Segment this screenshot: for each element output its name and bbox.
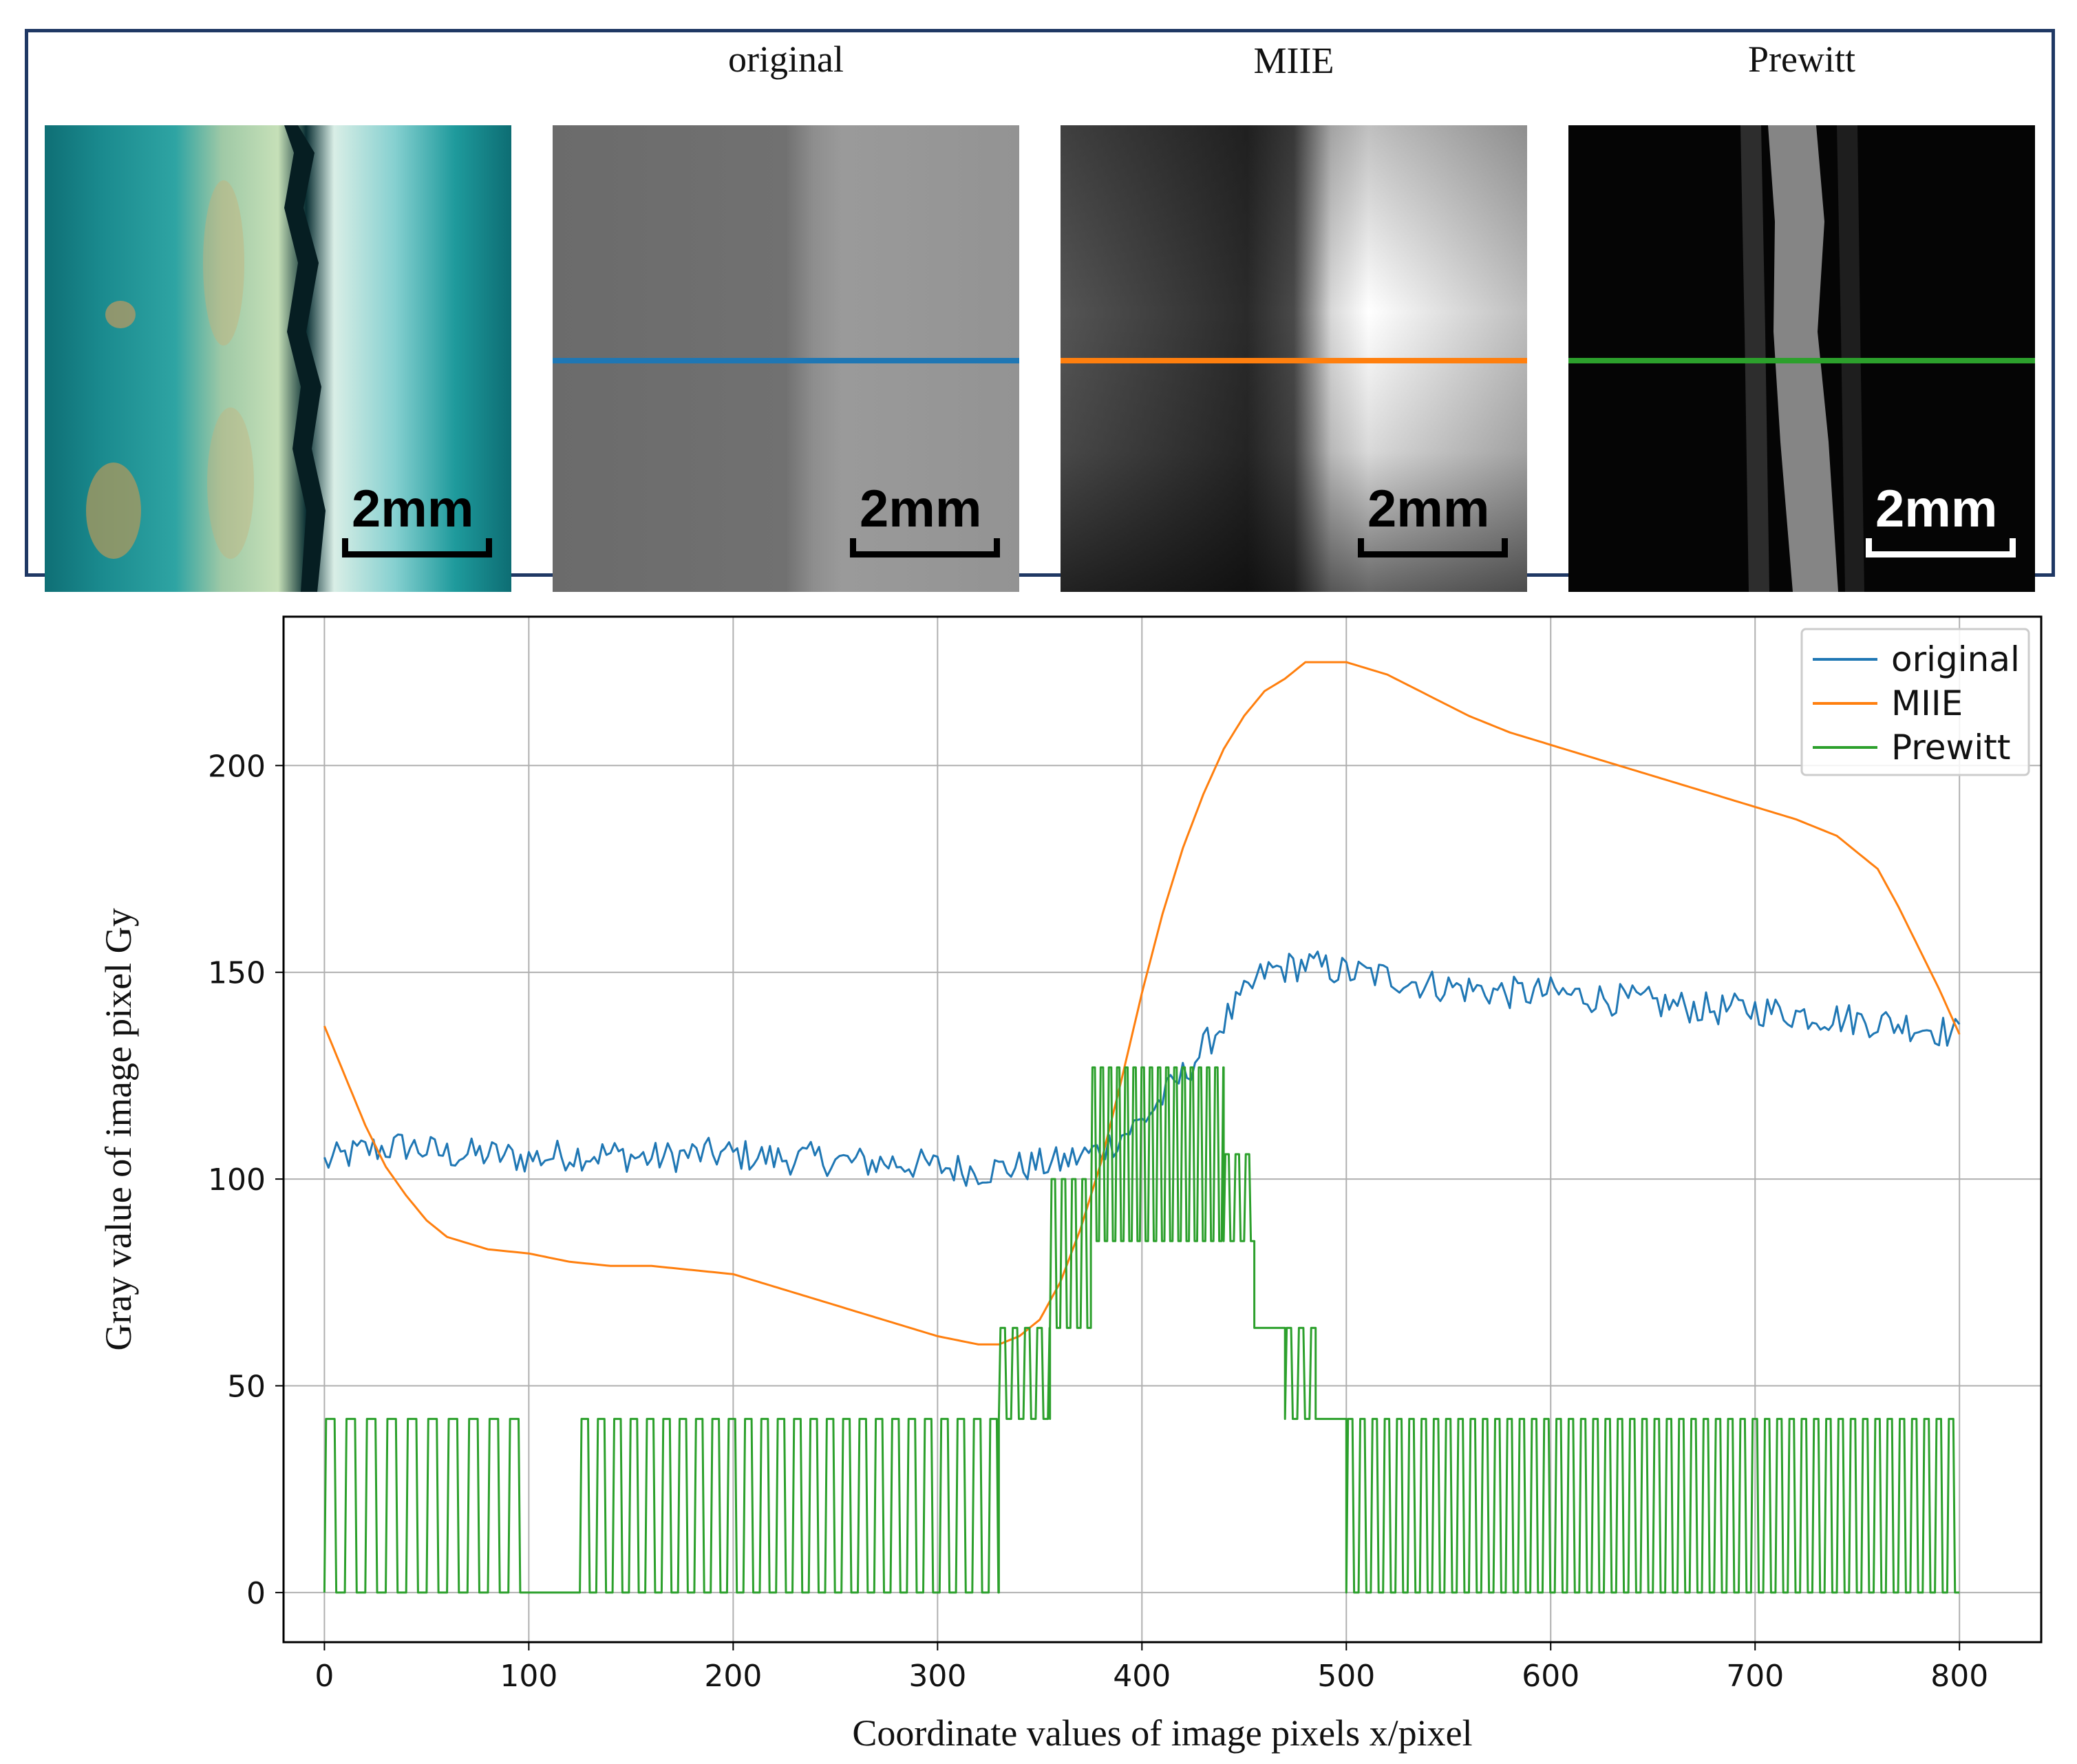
miie-panel: 2mm [1061,125,1527,592]
prewitt-edge-image [1568,125,2035,592]
scale-bar-line [850,538,1000,557]
panel-title-prewitt: Prewitt [1748,39,1855,80]
scale-bar-label: 2mm [352,480,474,538]
series-line-miie [323,661,1961,1346]
panel-title-original: original [728,39,844,80]
scale-bar-label: 2mm [1367,480,1490,538]
x-tick-label: 700 [1726,1659,1784,1694]
scale-bar-line [1358,538,1508,557]
prewitt-panel: 2mm [1568,125,2035,592]
scale-bar: 2mm [553,125,1019,592]
original-gray-image [553,125,1019,592]
series-lines [323,661,1961,1594]
y-tick-label: 100 [208,1162,266,1198]
plot-area-frame [282,615,2043,1644]
scale-bar-label: 2mm [860,480,982,538]
x-tick-label: 800 [1930,1659,1988,1694]
scale-bar: 2mm [1568,125,2035,592]
photo-panel: 2mm [45,125,511,592]
crack-photo-image [45,125,511,592]
y-tick-label: 0 [246,1576,266,1611]
y-tick-label: 50 [227,1370,266,1405]
x-tick-label: 100 [500,1659,557,1694]
scale-bar-line [342,538,492,557]
legend-label: original [1891,639,2020,679]
original-panel: 2mm [553,125,1019,592]
legend-label: Prewitt [1891,727,2011,767]
scale-bar-label: 2mm [1875,480,1998,538]
series-line-prewitt [323,1066,1960,1594]
scale-bar: 2mm [1061,125,1527,592]
x-tick-label: 400 [1113,1659,1171,1694]
grid [284,617,2041,1642]
panel-title-miie: MIIE [1253,40,1334,81]
x-tick-label: 500 [1317,1659,1375,1694]
legend-box [1800,628,2030,776]
x-axis-ticks: 0 100 200 300 400 500 600 700 800 [315,1642,1988,1694]
scale-bar-line [1866,538,2016,557]
miie-enhanced-image [1061,125,1527,592]
x-tick-label: 600 [1522,1659,1579,1694]
gray-profile-chart: 0 50 100 150 200 0 100 200 300 400 500 600 700 800 C… [98,615,2043,1754]
image-panels-frame: 2mm original 2mm MIIE [25,29,2055,592]
x-tick-label: 200 [704,1659,762,1694]
x-tick-label: 300 [908,1659,966,1694]
x-tick-label: 0 [315,1659,334,1694]
y-tick-label: 200 [208,749,266,784]
scale-bar: 2mm [45,125,511,592]
y-tick-label: 150 [208,956,266,991]
legend-label: MIIE [1891,683,1963,723]
y-axis-label: Gray value of image pixel Gy [98,908,139,1350]
y-axis-ticks: 0 50 100 150 200 [208,749,284,1611]
x-axis-label: Coordinate values of image pixels x/pixe… [852,1712,1472,1754]
